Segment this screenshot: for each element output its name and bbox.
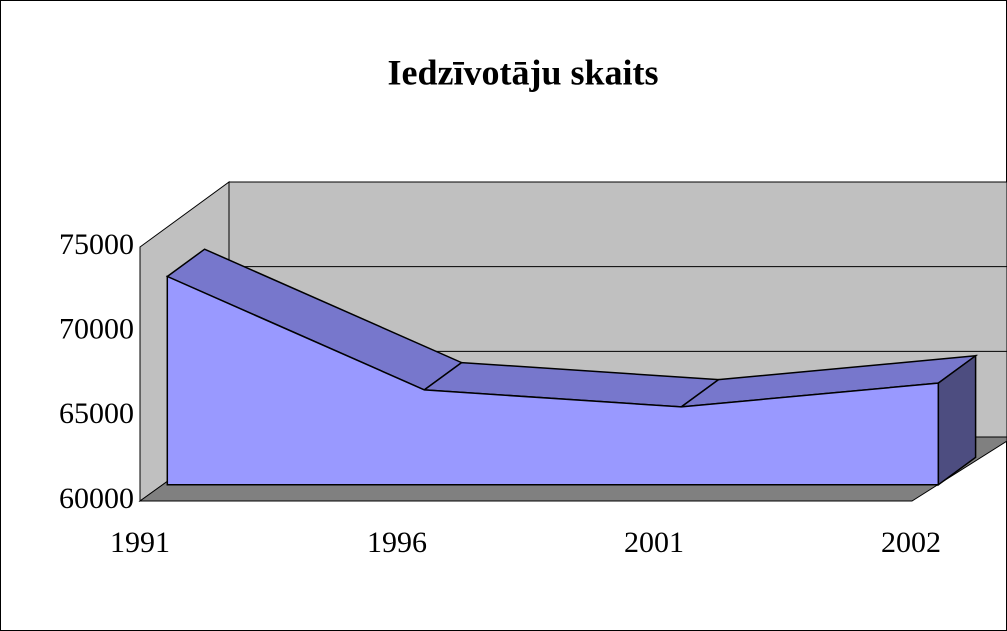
- y-tick-label: 75000: [59, 228, 134, 261]
- x-tick-label: 2002: [881, 526, 941, 559]
- y-tick-label: 65000: [59, 397, 134, 430]
- y-tick-label: 70000: [59, 313, 134, 346]
- y-tick-label: 60000: [59, 482, 134, 515]
- x-tick-label: 2001: [624, 526, 684, 559]
- area-front: [166, 275, 940, 486]
- chart-title: Iedzīvotāju skaits: [387, 52, 658, 92]
- x-tick-label: 1991: [110, 526, 170, 559]
- x-tick-label: 1996: [367, 526, 427, 559]
